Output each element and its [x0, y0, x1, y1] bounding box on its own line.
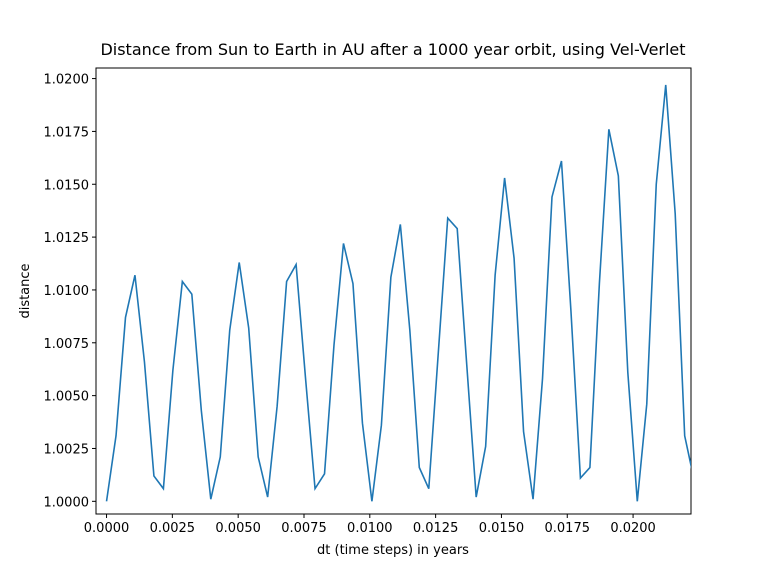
plot-frame: [95, 67, 692, 515]
data-line: [105, 84, 691, 502]
x-tick-label: 0.0150: [479, 521, 525, 536]
x-tick-label: 0.0025: [150, 521, 196, 536]
x-axis-label: dt (time steps) in years: [317, 543, 469, 558]
x-tick-label: 0.0125: [413, 521, 459, 536]
x-tick-label: 0.0075: [281, 521, 327, 536]
y-tick-label: 1.0100: [44, 284, 90, 299]
y-tick-label: 1.0200: [44, 73, 90, 88]
x-tick-label: 0.0100: [347, 521, 393, 536]
y-tick-label: 1.0150: [44, 178, 90, 193]
y-tick-label: 1.0075: [44, 337, 90, 352]
y-tick-label: 1.0125: [44, 231, 90, 246]
y-tick-label: 1.0175: [44, 125, 90, 140]
y-tick-label: 1.0050: [44, 390, 90, 405]
chart-title: Distance from Sun to Earth in AU after a…: [100, 40, 685, 59]
x-tick-label: 0.0050: [215, 521, 261, 536]
x-tick-label: 0.0200: [610, 521, 656, 536]
y-axis-label: distance: [18, 263, 33, 318]
x-tick-label: 0.0000: [84, 521, 130, 536]
x-tick-label: 0.0175: [545, 521, 591, 536]
y-tick-label: 1.0025: [44, 442, 90, 457]
y-tick-label: 1.0000: [44, 495, 90, 510]
